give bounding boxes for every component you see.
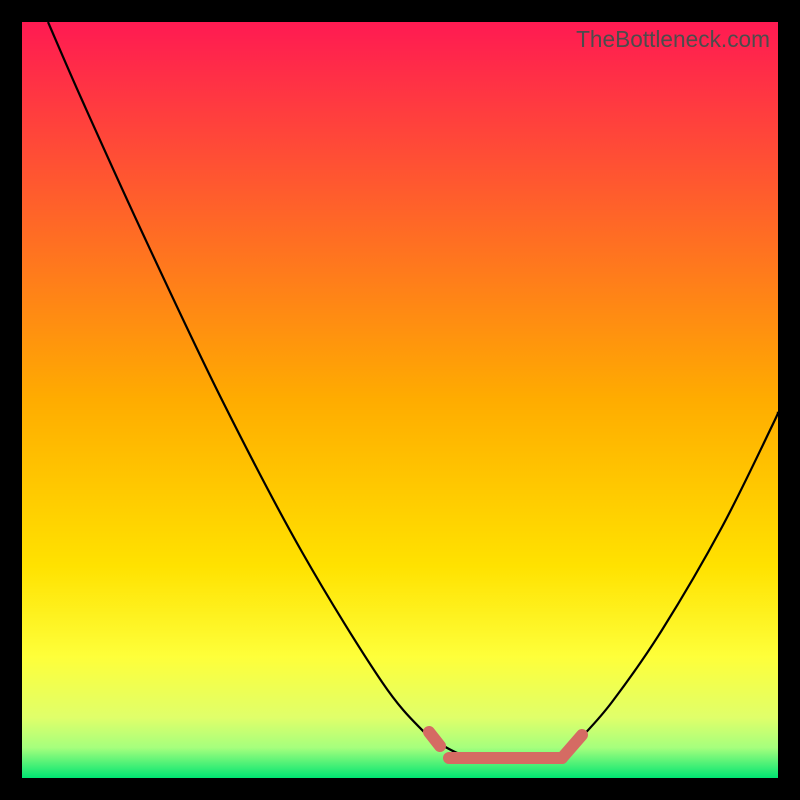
border-top [0, 0, 800, 22]
optimal-marker [429, 732, 582, 758]
border-right [778, 0, 800, 800]
curve-svg [22, 22, 778, 778]
bottleneck-curve [48, 22, 778, 759]
border-left [0, 0, 22, 800]
optimal-marker-right [562, 735, 582, 758]
optimal-marker-tick [429, 732, 440, 746]
plot-area: TheBottleneck.com [22, 22, 778, 778]
chart-frame: TheBottleneck.com [0, 0, 800, 800]
border-bottom [0, 778, 800, 800]
